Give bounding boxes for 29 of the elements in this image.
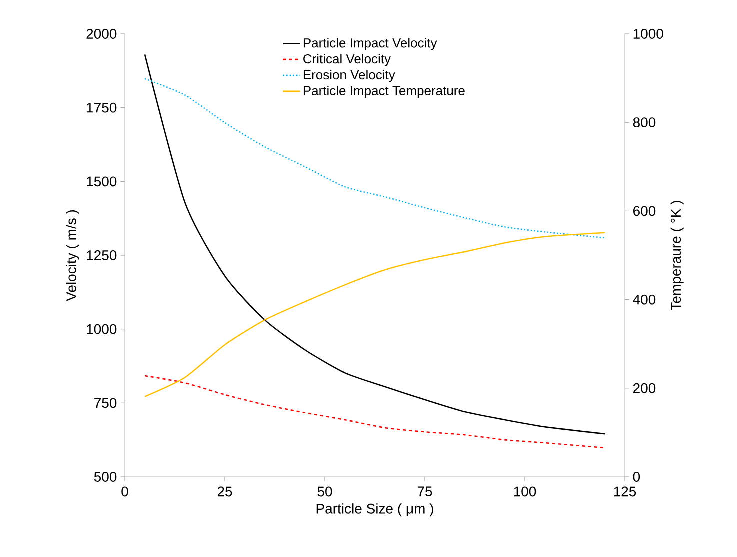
line-series — [144, 375, 606, 449]
line-series — [144, 54, 606, 435]
legend-label: Erosion Velocity — [304, 70, 396, 82]
x-tick-label: 100 — [514, 486, 536, 497]
y-axis-title: Velocity ( m/s ) — [66, 210, 80, 302]
y-tick-label: 1500 — [87, 176, 117, 187]
legend-label: Particle Impact Temperature — [304, 86, 465, 98]
y2-axis-title: Temperaure ( °K ) — [670, 201, 684, 310]
x-tick-label: 75 — [418, 486, 432, 497]
y-tick-label: 2000 — [86, 29, 117, 39]
y2-tick-label: 400 — [633, 294, 656, 305]
x-tick-label: 0 — [122, 486, 128, 497]
y-tick-label: 500 — [94, 472, 117, 482]
y2-tick-label: 0 — [633, 472, 640, 482]
y-tick-label: 750 — [94, 398, 117, 408]
y-tick-label: 1000 — [87, 324, 117, 334]
x-tick-label: 50 — [318, 486, 332, 497]
x-tick-label: 125 — [614, 486, 636, 497]
legend-label: Critical Velocity — [304, 54, 392, 66]
x-tick-label: 25 — [218, 486, 232, 497]
x-axis-title: Particle Size ( μm ) — [316, 504, 434, 517]
y-tick-label: 1750 — [87, 102, 117, 113]
legend-label: Particle Impact Velocity — [304, 38, 438, 50]
y2-tick-label: 1000 — [634, 29, 664, 39]
y-tick-label: 1250 — [87, 250, 117, 260]
y2-tick-label: 800 — [633, 118, 656, 128]
line-series — [144, 232, 606, 398]
y2-tick-label: 600 — [634, 206, 656, 216]
y2-tick-label: 200 — [634, 383, 656, 394]
